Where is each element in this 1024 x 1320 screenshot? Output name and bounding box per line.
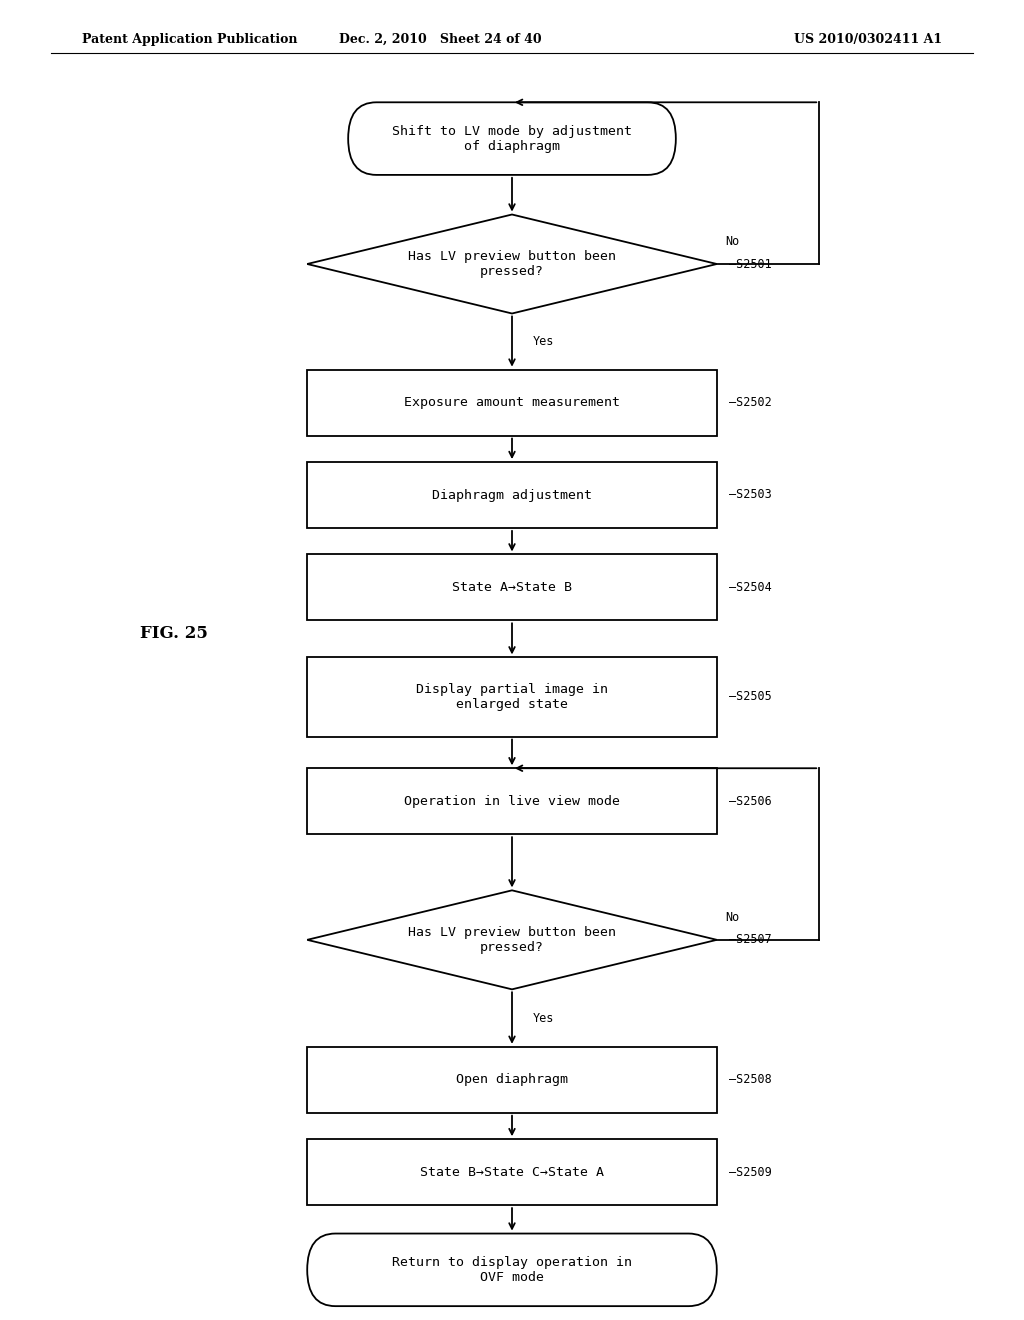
Text: Return to display operation in
OVF mode: Return to display operation in OVF mode xyxy=(392,1255,632,1284)
Text: Operation in live view mode: Operation in live view mode xyxy=(404,795,620,808)
Text: —S2503: —S2503 xyxy=(729,488,772,502)
Text: FIG. 25: FIG. 25 xyxy=(140,626,208,642)
Text: —S2504: —S2504 xyxy=(729,581,772,594)
Text: —S2501: —S2501 xyxy=(729,257,772,271)
Text: Has LV preview button been
pressed?: Has LV preview button been pressed? xyxy=(408,925,616,954)
Text: Yes: Yes xyxy=(532,1011,554,1024)
Text: No: No xyxy=(725,911,739,924)
Text: Yes: Yes xyxy=(532,335,554,348)
Text: —S2507: —S2507 xyxy=(729,933,772,946)
FancyBboxPatch shape xyxy=(307,1233,717,1307)
FancyBboxPatch shape xyxy=(307,1047,717,1113)
Text: —S2505: —S2505 xyxy=(729,690,772,704)
Polygon shape xyxy=(307,891,717,990)
FancyBboxPatch shape xyxy=(307,370,717,436)
FancyBboxPatch shape xyxy=(307,554,717,620)
Text: Exposure amount measurement: Exposure amount measurement xyxy=(404,396,620,409)
Text: —S2502: —S2502 xyxy=(729,396,772,409)
Text: No: No xyxy=(725,235,739,248)
Text: Display partial image in
enlarged state: Display partial image in enlarged state xyxy=(416,682,608,711)
Text: State A→State B: State A→State B xyxy=(452,581,572,594)
FancyBboxPatch shape xyxy=(307,1139,717,1205)
Text: Has LV preview button been
pressed?: Has LV preview button been pressed? xyxy=(408,249,616,279)
Text: Diaphragm adjustment: Diaphragm adjustment xyxy=(432,488,592,502)
Text: Open diaphragm: Open diaphragm xyxy=(456,1073,568,1086)
Text: Shift to LV mode by adjustment
of diaphragm: Shift to LV mode by adjustment of diaphr… xyxy=(392,124,632,153)
FancyBboxPatch shape xyxy=(307,462,717,528)
Text: US 2010/0302411 A1: US 2010/0302411 A1 xyxy=(794,33,942,46)
FancyBboxPatch shape xyxy=(307,768,717,834)
Text: —S2509: —S2509 xyxy=(729,1166,772,1179)
FancyBboxPatch shape xyxy=(307,657,717,737)
FancyBboxPatch shape xyxy=(348,103,676,174)
Text: Dec. 2, 2010   Sheet 24 of 40: Dec. 2, 2010 Sheet 24 of 40 xyxy=(339,33,542,46)
Polygon shape xyxy=(307,214,717,313)
Text: —S2508: —S2508 xyxy=(729,1073,772,1086)
Text: State B→State C→State A: State B→State C→State A xyxy=(420,1166,604,1179)
Text: Patent Application Publication: Patent Application Publication xyxy=(82,33,297,46)
Text: —S2506: —S2506 xyxy=(729,795,772,808)
